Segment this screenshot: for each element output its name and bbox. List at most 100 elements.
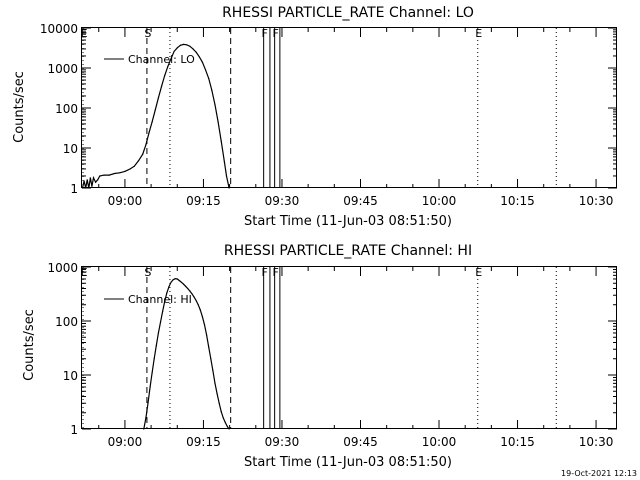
x-tick-label: 10:00	[422, 194, 457, 208]
data-point	[145, 144, 147, 146]
data-point	[157, 332, 160, 334]
data-point	[180, 281, 183, 283]
marker-label: F	[272, 27, 278, 40]
marker-label: E	[475, 266, 482, 279]
data-point	[151, 372, 153, 374]
data-point	[108, 174, 110, 176]
data-point	[113, 172, 116, 175]
y-tick-label: 10	[63, 142, 78, 156]
data-point	[193, 296, 195, 298]
x-ticks: 09:00 09:15 09:30 09:45 10:00 10:15 10:30	[98, 267, 613, 449]
data-point	[218, 402, 220, 404]
x-axis-label: Start Time (11-Jun-03 08:51:50)	[244, 455, 452, 470]
data-point	[217, 121, 219, 123]
data-point	[189, 45, 191, 47]
legend: Channel: HI	[104, 293, 192, 306]
data-point	[185, 285, 187, 287]
x-tick-label: 09:00	[108, 194, 143, 208]
data-point	[162, 310, 164, 313]
data-point	[192, 48, 194, 50]
y-ticks: 1 10 100 1000 10000	[40, 22, 617, 196]
x-tick-label: 10:15	[500, 435, 535, 449]
x-tick-label: 10:15	[500, 194, 535, 208]
timestamp-label: 19-Oct-2021 12:13	[561, 469, 637, 478]
x-tick-label: 09:30	[265, 435, 300, 449]
data-point	[220, 411, 222, 413]
y-tick-label: 10	[63, 369, 78, 383]
y-tick-label: 1	[70, 423, 78, 437]
data-point	[167, 65, 169, 67]
data-point	[173, 50, 175, 53]
data-point	[164, 74, 166, 77]
data-point	[176, 278, 178, 280]
marker-label: F	[272, 266, 278, 279]
x-tick-label: 10:00	[422, 435, 457, 449]
x-tick-label: 10:30	[579, 194, 614, 208]
data-point	[197, 304, 199, 306]
series-line	[143, 277, 230, 430]
lo-channel-chart: RHESSI PARTICLE_RATE Channel: LO Counts/…	[12, 5, 617, 229]
data-point	[212, 370, 214, 372]
legend-label: Channel: LO	[128, 53, 195, 66]
data-point	[92, 177, 95, 179]
data-point	[157, 97, 160, 99]
y-axis-label: Counts/sec	[12, 71, 27, 143]
data-point	[225, 175, 228, 177]
data-point	[182, 43, 185, 45]
data-point	[198, 56, 200, 58]
legend: Channel: LO	[104, 53, 195, 66]
data-point	[133, 165, 135, 167]
chart-title: RHESSI PARTICLE_RATE Channel: LO	[222, 5, 474, 21]
data-point	[99, 175, 101, 177]
data-point	[124, 170, 126, 173]
data-point	[178, 279, 180, 282]
data-point	[103, 174, 105, 176]
data-point	[210, 358, 212, 360]
x-tick-label: 09:45	[343, 435, 378, 449]
data-point	[168, 286, 170, 288]
data-point	[179, 44, 182, 46]
data-point	[224, 422, 227, 424]
data-point	[199, 309, 201, 311]
data-point	[147, 402, 149, 404]
data-point	[83, 180, 85, 182]
data-point	[159, 321, 162, 323]
data-point	[176, 47, 178, 49]
marker-label: F	[261, 266, 267, 279]
data-point	[204, 69, 207, 71]
data-point	[119, 172, 121, 174]
y-tick-label: 1000	[47, 62, 78, 76]
marker-label: E	[475, 27, 482, 40]
data-point	[155, 345, 157, 347]
x-axis-label: Start Time (11-Jun-03 08:51:50)	[244, 214, 452, 229]
data-point	[154, 109, 156, 111]
x-tick-label: 09:15	[186, 435, 221, 449]
legend-label: Channel: HI	[128, 293, 192, 306]
y-tick-label: 10000	[40, 22, 78, 36]
data-point	[145, 417, 147, 419]
data-point	[149, 386, 151, 388]
data-point	[151, 121, 153, 123]
data-point	[201, 61, 204, 63]
marker-label: E	[81, 266, 88, 279]
data-point	[191, 293, 193, 295]
data-point	[174, 277, 176, 280]
data-point	[89, 177, 91, 179]
data-point	[195, 299, 197, 302]
data-point	[172, 279, 174, 281]
data-point	[142, 153, 144, 155]
data-point	[222, 417, 224, 419]
data-point	[166, 292, 168, 294]
data-point	[186, 44, 188, 46]
x-tick-label: 09:45	[343, 194, 378, 208]
data-point	[214, 104, 216, 106]
data-point	[195, 51, 197, 53]
data-point	[187, 287, 189, 290]
data-point	[170, 281, 172, 283]
data-point	[201, 316, 204, 318]
data-point	[189, 290, 191, 292]
series-line	[81, 43, 230, 189]
x-tick-label: 09:00	[108, 435, 143, 449]
